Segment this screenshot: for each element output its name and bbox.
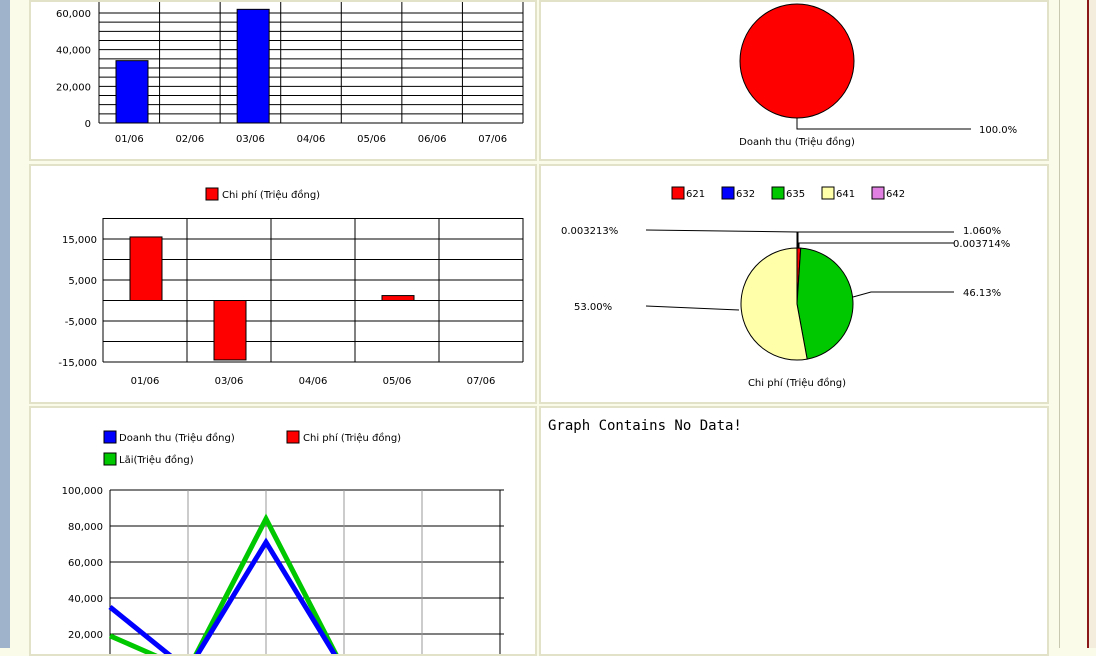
- x-tick-label: 03/06: [215, 376, 244, 387]
- pie-title: Doanh thu (Triệu đồng): [739, 136, 855, 148]
- legend-swatch-635: [772, 187, 784, 199]
- bar: [116, 61, 148, 123]
- legend-label-cost: Chi phí (Triệu đồng): [303, 432, 401, 444]
- window-right-border: [1087, 0, 1096, 648]
- x-tick-label: 03/06: [236, 134, 265, 145]
- panel-empty-chart: Graph Contains No Data!: [539, 406, 1049, 656]
- y-tick-label: 20,000: [56, 82, 91, 93]
- pie-slice-635: [797, 248, 853, 359]
- slice-label-642: 0.003213%: [561, 226, 618, 237]
- panel-revenue-pie: 100.0% Doanh thu (Triệu đồng): [539, 0, 1049, 161]
- legend-label-641: 641: [836, 189, 855, 200]
- y-tick-label: 80,000: [68, 522, 103, 533]
- legend-swatch-641: [822, 187, 834, 199]
- legend-label-635: 635: [786, 189, 805, 200]
- pie-slice-label: 100.0%: [979, 125, 1017, 136]
- bar: [214, 301, 246, 360]
- legend-swatch-cost: [206, 188, 218, 200]
- leader-line-632: [799, 243, 954, 248]
- bar: [130, 237, 162, 301]
- leader-line-635: [853, 292, 954, 297]
- y-tick-label: 0: [85, 119, 91, 130]
- legend-swatch-621: [672, 187, 684, 199]
- leader-line-642: [646, 230, 797, 248]
- legend-swatch-642: [872, 187, 884, 199]
- y-tick-label: 5,000: [68, 276, 97, 287]
- bar: [382, 296, 414, 301]
- y-tick-label: -5,000: [65, 317, 97, 328]
- x-tick-label: 01/06: [115, 134, 144, 145]
- x-tick-label: 02/06: [175, 134, 204, 145]
- revenue-bar-chart: 0 20,000 40,000 60,000 01/06 02/06 03/06 04/06…: [31, 2, 535, 159]
- y-tick-label: 100,000: [62, 486, 103, 497]
- legend-label-revenue: Doanh thu (Triệu đồng): [119, 432, 235, 444]
- legend-swatch-revenue: [104, 431, 116, 443]
- y-tick-label: 20,000: [68, 630, 103, 641]
- y-tick-label: 40,000: [68, 594, 103, 605]
- panel-cost-bar: Chi phí (Triệu đồng) -15,000 -5,000 5,000 1…: [29, 164, 537, 404]
- legend-label-profit: Lãi(Triệu đồng): [119, 454, 194, 466]
- panel-combined-line: Doanh thu (Triệu đồng) Chi phí (Triệu đồ…: [29, 406, 537, 656]
- y-tick-label: 60,000: [56, 9, 91, 20]
- slice-label-621: 1.060%: [963, 226, 1001, 237]
- combined-line-chart: Doanh thu (Triệu đồng) Chi phí (Triệu đồ…: [31, 408, 535, 654]
- no-data-message: Graph Contains No Data!: [548, 418, 742, 434]
- revenue-pie-chart: 100.0% Doanh thu (Triệu đồng): [541, 2, 1047, 159]
- cost-bar-chart: Chi phí (Triệu đồng) -15,000 -5,000 5,000 1…: [31, 166, 535, 402]
- pie-title: Chi phí (Triệu đồng): [748, 377, 846, 389]
- legend-label-632: 632: [736, 189, 755, 200]
- y-tick-label: 40,000: [56, 46, 91, 57]
- x-tick-label: 01/06: [131, 376, 160, 387]
- window-left-border: [0, 0, 10, 648]
- x-tick-label: 04/06: [299, 376, 328, 387]
- y-tick-label: 15,000: [62, 235, 97, 246]
- leader-line-621: [798, 232, 954, 248]
- right-margin: [1059, 0, 1088, 648]
- pie-slice-revenue: [740, 4, 854, 118]
- legend-swatch-profit: [104, 453, 116, 465]
- panel-revenue-bar: 0 20,000 40,000 60,000 01/06 02/06 03/06 04/06…: [29, 0, 537, 161]
- leader-line-641: [646, 306, 739, 310]
- legend-swatch-cost: [287, 431, 299, 443]
- x-tick-label: 07/06: [467, 376, 496, 387]
- pie-leader-line: [797, 118, 971, 129]
- slice-label-632: 0.003714%: [953, 239, 1010, 250]
- legend-swatch-632: [722, 187, 734, 199]
- legend-label-cost: Chi phí (Triệu đồng): [222, 189, 320, 201]
- legend-label-642: 642: [886, 189, 905, 200]
- panel-cost-pie: 621 632 635 641 642 0.003213% 1.060% 0.0…: [539, 164, 1049, 404]
- y-tick-label: 60,000: [68, 558, 103, 569]
- x-tick-label: 04/06: [297, 134, 326, 145]
- pie-legend: 621 632 635 641 642: [672, 187, 905, 200]
- slice-label-641: 53.00%: [574, 302, 612, 313]
- slice-label-635: 46.13%: [963, 288, 1001, 299]
- bar: [237, 9, 269, 123]
- x-tick-label: 05/06: [357, 134, 386, 145]
- x-tick-label: 05/06: [383, 376, 412, 387]
- cost-pie-chart: 621 632 635 641 642 0.003213% 1.060% 0.0…: [541, 166, 1047, 402]
- legend-label-621: 621: [686, 189, 705, 200]
- x-tick-label: 06/06: [418, 134, 447, 145]
- x-tick-label: 07/06: [478, 134, 507, 145]
- y-tick-label: -15,000: [58, 358, 97, 369]
